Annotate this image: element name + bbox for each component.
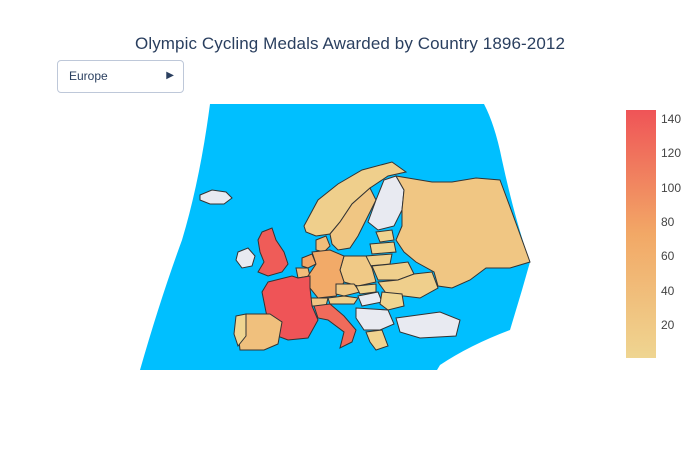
colorbar [626,110,656,358]
country-portugal[interactable] [233,313,247,348]
country-united-kingdom[interactable] [257,227,289,277]
chart-title: Olympic Cycling Medals Awarded by Countr… [135,34,565,53]
region-dropdown-label: Europe [69,69,108,83]
colorbar-tick: 140 [661,111,682,126]
colorbar-tick: 60 [661,249,675,264]
country-greece[interactable] [365,329,389,351]
iceland[interactable] [199,189,233,205]
country-germany[interactable] [307,249,345,299]
colorbar-tick: 100 [661,180,682,195]
country-sweden[interactable] [329,187,377,251]
triangle-right-icon: ▶ [166,70,174,81]
country-italy[interactable] [313,303,357,349]
colorbar-tick: 20 [661,318,675,333]
ireland[interactable] [235,247,256,269]
country-norway[interactable] [303,161,408,237]
colorbar-tick: 120 [661,146,682,161]
country-russia[interactable] [395,175,531,289]
country-czech-republic[interactable] [335,283,361,297]
region-dropdown[interactable]: Europe ▶ [57,60,184,93]
country-romania[interactable] [379,291,405,311]
colorbar-tick: 40 [661,283,675,298]
balkans[interactable] [355,307,395,331]
country-latvia[interactable] [369,241,397,255]
country-denmark[interactable] [315,235,331,253]
country-austria[interactable] [327,295,359,305]
country-netherlands[interactable] [301,253,317,269]
country-turkey[interactable] [395,311,461,339]
country-estonia[interactable] [375,229,395,243]
colorbar-tick: 80 [661,214,675,229]
